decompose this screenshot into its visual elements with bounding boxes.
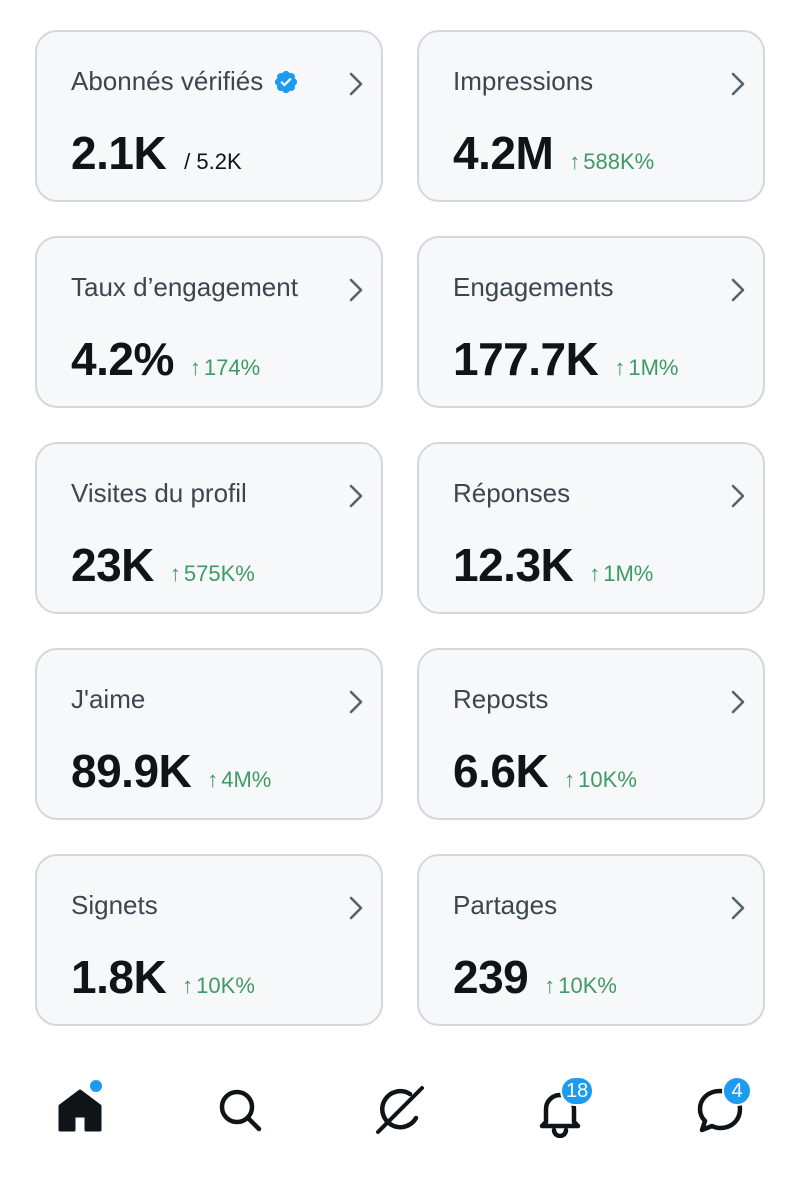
grok-icon bbox=[376, 1086, 424, 1134]
chevron-right-icon bbox=[731, 278, 745, 302]
chevron-right-icon bbox=[349, 484, 363, 508]
metric-value-row: 6.6K ↑ 10K% bbox=[453, 744, 637, 798]
metric-delta-value: 1M% bbox=[603, 561, 654, 586]
metric-value: 177.7K bbox=[453, 333, 599, 385]
arrow-up-icon: ↑ bbox=[189, 355, 201, 380]
metric-delta-value: 1M% bbox=[628, 355, 679, 380]
chevron-right-icon bbox=[349, 72, 363, 96]
metric-delta-value: 174% bbox=[203, 355, 261, 380]
metric-delta: ↑ 174% bbox=[190, 355, 260, 381]
metric-card-engagements[interactable]: Engagements 177.7K ↑ 1M% bbox=[417, 236, 765, 408]
metric-card-profile-visits[interactable]: Visites du profil 23K ↑ 575K% bbox=[35, 442, 383, 614]
metric-title: Signets bbox=[71, 890, 158, 920]
metric-value: 2.1K bbox=[71, 127, 167, 179]
metric-delta-value: 588K% bbox=[583, 149, 655, 174]
metric-title: Engagements bbox=[453, 272, 614, 302]
metric-card-shares[interactable]: Partages 239 ↑ 10K% bbox=[417, 854, 765, 1026]
home-icon bbox=[58, 1089, 102, 1132]
metric-card-verified-followers[interactable]: Abonnés vérifiés 2.1K / 5.2K bbox=[35, 30, 383, 202]
metric-title: J'aime bbox=[71, 684, 146, 714]
chevron-right-icon bbox=[731, 72, 745, 96]
metric-value-row: 4.2M ↑ 588K% bbox=[453, 126, 654, 180]
messages-badge: 4 bbox=[722, 1076, 752, 1106]
metric-title: Réponses bbox=[453, 478, 571, 508]
chevron-right-icon bbox=[349, 690, 363, 714]
nav-search[interactable] bbox=[212, 1082, 268, 1138]
metric-value-row: 239 ↑ 10K% bbox=[453, 950, 617, 1004]
arrow-up-icon: ↑ bbox=[564, 767, 576, 792]
nav-home[interactable] bbox=[52, 1078, 108, 1138]
metric-title: Abonnés vérifiés bbox=[71, 66, 299, 97]
metric-card-impressions[interactable]: Impressions 4.2M ↑ 588K% bbox=[417, 30, 765, 202]
metric-title: Impressions bbox=[453, 66, 594, 96]
nav-messages[interactable]: 4 bbox=[692, 1076, 752, 1138]
metric-title: Reposts bbox=[453, 684, 549, 714]
metric-title: Visites du profil bbox=[71, 478, 247, 508]
arrow-up-icon: ↑ bbox=[169, 561, 181, 586]
metric-delta: ↑ 1M% bbox=[614, 355, 678, 381]
metric-card-engagement-rate[interactable]: Taux d’engagement 4.2% ↑ 174% bbox=[35, 236, 383, 408]
metric-delta: ↑ 4M% bbox=[207, 767, 271, 793]
metric-value-row: 89.9K ↑ 4M% bbox=[71, 744, 271, 798]
metric-value-row: 177.7K ↑ 1M% bbox=[453, 332, 678, 386]
arrow-up-icon: ↑ bbox=[569, 149, 581, 174]
metric-title: Taux d’engagement bbox=[71, 272, 298, 302]
metric-value: 89.9K bbox=[71, 745, 192, 797]
metric-value: 4.2% bbox=[71, 333, 174, 385]
metric-value-row: 2.1K / 5.2K bbox=[71, 126, 242, 180]
metric-value: 4.2M bbox=[453, 127, 554, 179]
chevron-right-icon bbox=[731, 690, 745, 714]
metric-title-text: Abonnés vérifiés bbox=[71, 66, 264, 96]
notifications-badge: 18 bbox=[560, 1076, 595, 1106]
metric-delta: ↑ 575K% bbox=[170, 561, 255, 587]
metric-total: / 5.2K bbox=[184, 149, 242, 174]
nav-grok[interactable] bbox=[372, 1082, 428, 1138]
metric-value: 239 bbox=[453, 951, 529, 1003]
metric-value-row: 4.2% ↑ 174% bbox=[71, 332, 260, 386]
verified-badge-icon bbox=[273, 69, 299, 95]
metric-value: 1.8K bbox=[71, 951, 167, 1003]
metric-card-likes[interactable]: J'aime 89.9K ↑ 4M% bbox=[35, 648, 383, 820]
metric-value: 12.3K bbox=[453, 539, 574, 591]
analytics-grid: Abonnés vérifiés 2.1K / 5.2K Impressions… bbox=[35, 30, 765, 1026]
chevron-right-icon bbox=[731, 484, 745, 508]
metric-delta: ↑ 10K% bbox=[544, 973, 617, 999]
search-icon bbox=[219, 1089, 262, 1132]
chevron-right-icon bbox=[349, 278, 363, 302]
metric-delta: ↑ 10K% bbox=[182, 973, 255, 999]
message-icon bbox=[697, 1088, 743, 1133]
arrow-up-icon: ↑ bbox=[544, 973, 556, 998]
metric-value-row: 23K ↑ 575K% bbox=[71, 538, 255, 592]
arrow-up-icon: ↑ bbox=[182, 973, 194, 998]
metric-title: Partages bbox=[453, 890, 558, 920]
metric-delta-value: 10K% bbox=[196, 973, 255, 998]
arrow-up-icon: ↑ bbox=[614, 355, 626, 380]
metric-delta: ↑ 10K% bbox=[564, 767, 637, 793]
metric-delta-value: 4M% bbox=[221, 767, 272, 792]
metric-card-bookmarks[interactable]: Signets 1.8K ↑ 10K% bbox=[35, 854, 383, 1026]
arrow-up-icon: ↑ bbox=[589, 561, 601, 586]
chevron-right-icon bbox=[731, 896, 745, 920]
arrow-up-icon: ↑ bbox=[207, 767, 219, 792]
new-content-dot bbox=[88, 1078, 104, 1094]
metric-value: 6.6K bbox=[453, 745, 549, 797]
metric-delta: ↑ 588K% bbox=[569, 149, 654, 175]
metric-delta-value: 10K% bbox=[558, 973, 617, 998]
metric-value-row: 1.8K ↑ 10K% bbox=[71, 950, 255, 1004]
metric-delta-value: 10K% bbox=[578, 767, 637, 792]
metric-delta: ↑ 1M% bbox=[589, 561, 653, 587]
nav-notifications[interactable]: 18 bbox=[532, 1076, 595, 1139]
metric-card-reposts[interactable]: Reposts 6.6K ↑ 10K% bbox=[417, 648, 765, 820]
metric-delta-value: 575K% bbox=[183, 561, 255, 586]
chevron-right-icon bbox=[349, 896, 363, 920]
metric-card-replies[interactable]: Réponses 12.3K ↑ 1M% bbox=[417, 442, 765, 614]
metric-value-row: 12.3K ↑ 1M% bbox=[453, 538, 653, 592]
metric-value: 23K bbox=[71, 539, 154, 591]
bottom-nav: 18 4 bbox=[0, 1062, 800, 1162]
